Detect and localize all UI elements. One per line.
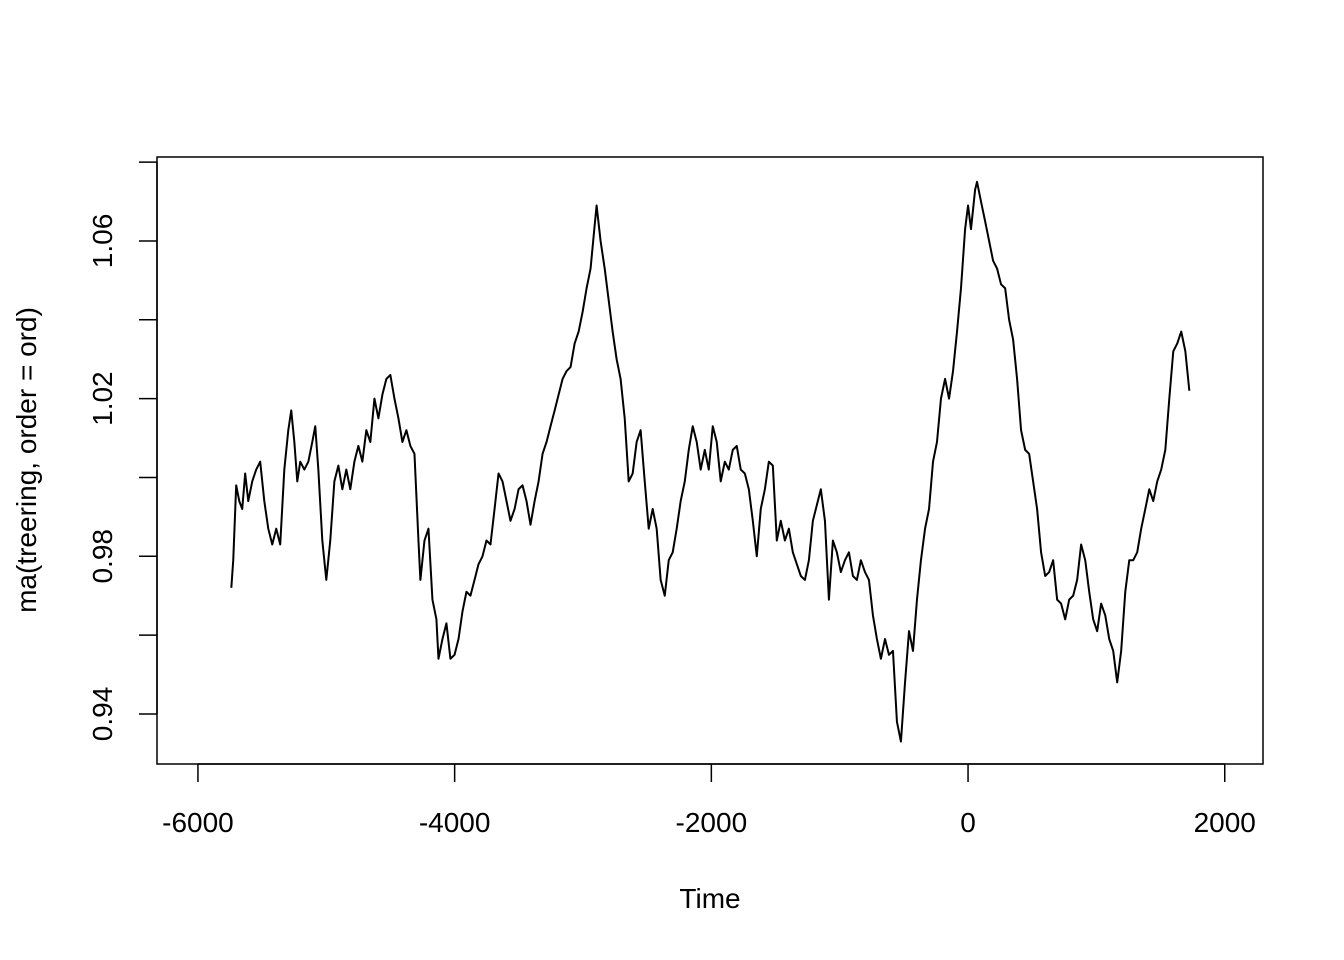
x-tick-label: -2000 [676, 807, 748, 838]
y-tick-label: 1.02 [87, 371, 118, 426]
x-tick-label: -6000 [162, 807, 234, 838]
y-tick-label: 1.06 [87, 214, 118, 269]
x-tick-label: -4000 [419, 807, 491, 838]
series-line [230, 180, 1191, 743]
y-axis-label: ma(treering, order = ord) [11, 307, 42, 613]
y-tick-label: 0.98 [87, 529, 118, 584]
x-axis-label: Time [679, 883, 740, 914]
x-tick-label: 2000 [1194, 807, 1256, 838]
x-tick-label: 0 [960, 807, 976, 838]
y-tick-label: 0.94 [87, 687, 118, 742]
